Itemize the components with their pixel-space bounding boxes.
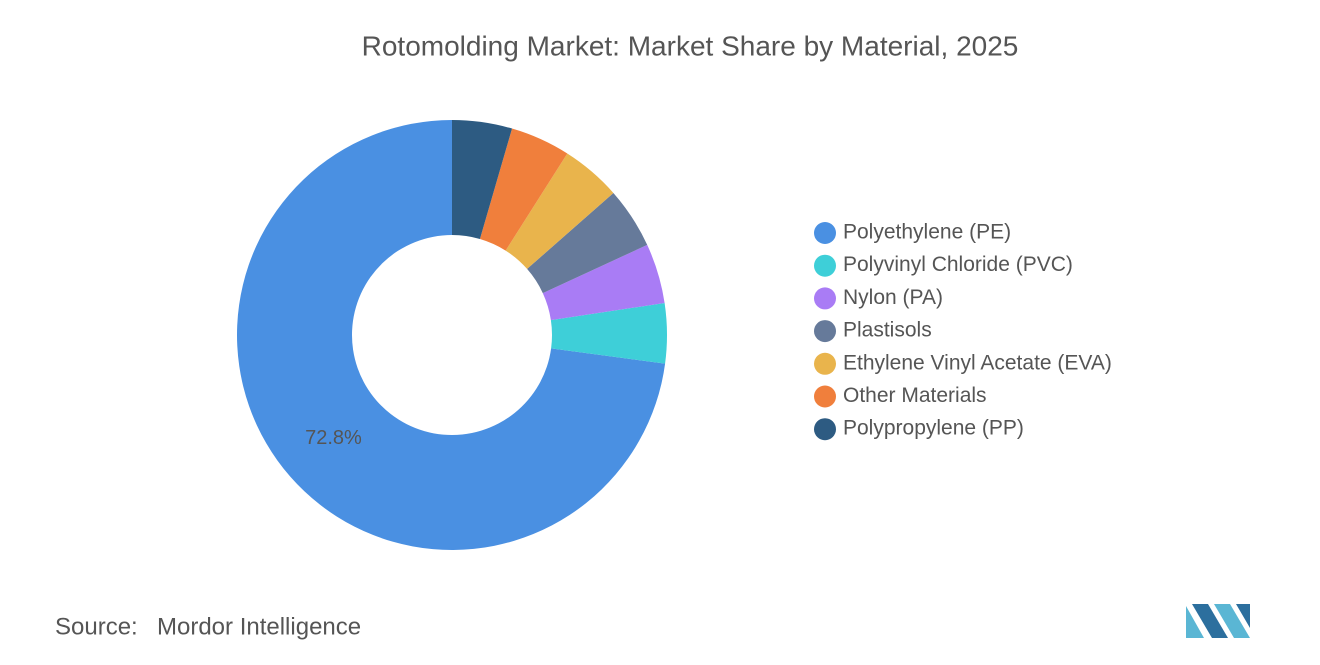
slice [237, 120, 666, 550]
legend-label: Plastisols [843, 319, 932, 342]
legend-label: Polyvinyl Chloride (PVC) [843, 253, 1073, 276]
legend-marker [814, 222, 836, 244]
legend-label: Polyethylene (PE) [843, 221, 1011, 244]
source-name: Mordor Intelligence [157, 613, 361, 640]
legend-marker [814, 254, 836, 277]
logo [1186, 604, 1250, 638]
legend-marker [814, 418, 836, 441]
legend-marker [814, 352, 836, 375]
slice [550, 303, 667, 364]
source-label: Source: [55, 613, 138, 640]
chart-title: Rotomolding Market: Market Share by Mate… [362, 30, 1019, 61]
legend-marker [814, 287, 836, 310]
legend-label: Ethylene Vinyl Acetate (EVA) [843, 351, 1112, 374]
slice [452, 120, 513, 239]
legend-marker [814, 385, 836, 408]
slice [542, 244, 665, 321]
legend-label: Polypropylene (PP) [843, 417, 1024, 440]
slice [479, 128, 568, 251]
legend-marker [814, 320, 836, 343]
legend-label: Other Materials [843, 384, 987, 407]
slice [505, 153, 614, 269]
legend-label: Nylon (PA) [843, 286, 943, 309]
value-label: 72.8% [305, 427, 362, 449]
slice [527, 192, 648, 294]
